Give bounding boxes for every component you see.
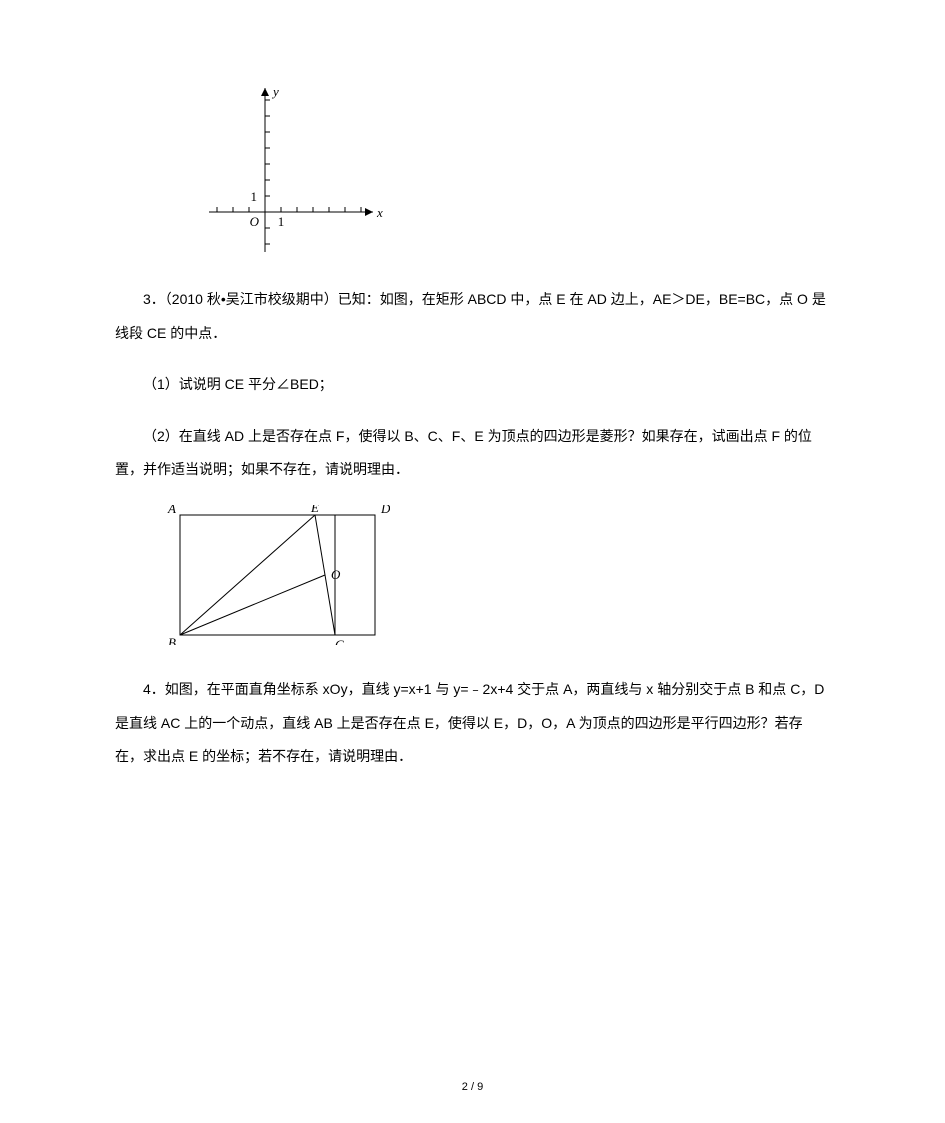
page-content: 1 1 Ox y 3．（2010 秋•吴江市校级期中）已知：如图，在矩形 ABCD 中…: [115, 70, 830, 774]
problem-3-part1: （1）试说明 CE 平分∠BED；: [115, 368, 830, 402]
svg-text:1: 1: [251, 189, 258, 204]
svg-text:1: 1: [278, 214, 285, 229]
page-total: 9: [477, 1081, 483, 1093]
problem-3-intro: 3．（2010 秋•吴江市校级期中）已知：如图，在矩形 ABCD 中，点 E 在…: [115, 283, 830, 350]
svg-text:B: B: [168, 635, 176, 645]
problem-3-part2: （2）在直线 AD 上是否存在点 F，使得以 B、C、F、E 为顶点的四边形是菱…: [115, 420, 830, 487]
page-separator: /: [468, 1081, 477, 1093]
svg-text:x: x: [376, 205, 383, 220]
svg-text:D: D: [380, 505, 390, 516]
svg-text:E: E: [310, 505, 319, 515]
svg-text:A: A: [167, 505, 176, 516]
svg-text:y: y: [271, 84, 279, 99]
svg-text:C: C: [335, 637, 344, 645]
svg-text:O: O: [331, 567, 341, 582]
rectangle-diagram-svg: A B C D E O: [165, 505, 390, 645]
coordinate-graph-figure: 1 1 Ox y: [165, 70, 830, 255]
rectangle-diagram-figure: A B C D E O: [165, 505, 830, 645]
page-footer: 2 / 9: [0, 1081, 945, 1093]
problem-4-intro: 4．如图，在平面直角坐标系 xOy，直线 y=x+1 与 y=﹣2x+4 交于点…: [115, 673, 830, 774]
coordinate-system-svg: 1 1 Ox y: [165, 70, 390, 255]
svg-text:O: O: [250, 214, 260, 229]
